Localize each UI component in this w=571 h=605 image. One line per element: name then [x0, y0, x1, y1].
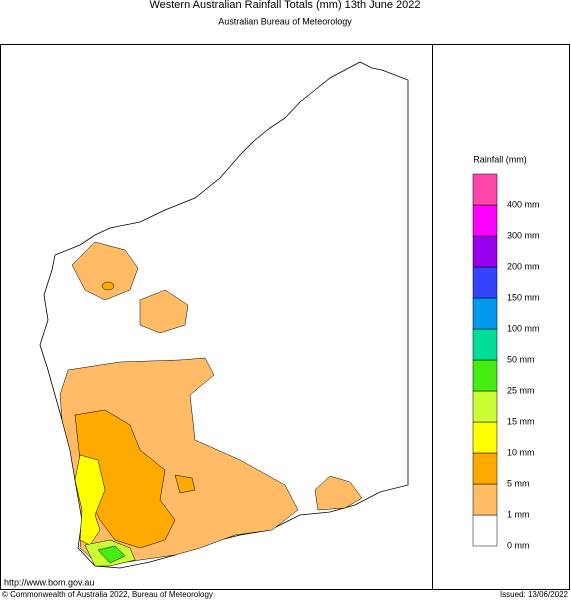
rain-area [97, 545, 126, 564]
legend-swatch [472, 297, 498, 330]
legend-swatch [472, 483, 498, 516]
map [39, 61, 409, 569]
legend-swatch [472, 204, 498, 237]
legend-label: 150 mm [507, 292, 540, 302]
subtitle: Australian Bureau of Meteorology [218, 16, 352, 26]
legend-swatch [472, 514, 498, 547]
rain-area [71, 241, 139, 301]
rain-area [314, 475, 363, 511]
legend-swatch [472, 390, 498, 423]
rain-area [174, 474, 196, 494]
legend-swatch [472, 173, 498, 206]
legend-label: 15 mm [507, 416, 535, 426]
legend-swatch [472, 359, 498, 392]
frame [0, 44, 570, 590]
url: http://www.bom.gov.au [4, 577, 94, 587]
legend-label: 300 mm [507, 230, 540, 240]
legend-swatch [472, 266, 498, 299]
legend-label: 0 mm [507, 540, 530, 550]
legend-label: 25 mm [507, 385, 535, 395]
legend-label: 50 mm [507, 354, 535, 364]
legend-swatch [472, 235, 498, 268]
legend-swatch [472, 328, 498, 361]
title: Western Australian Rainfall Totals (mm) … [149, 0, 420, 11]
legend: 0 mm 1 mm 5 mm 10 mm 15 mm 25 mm 50 mm 100 mm 15… [472, 173, 540, 550]
legend-label: 5 mm [507, 478, 530, 488]
rain-area [74, 454, 106, 546]
legend-label: 400 mm [507, 199, 540, 209]
legend-title: Rainfall (mm) [473, 154, 527, 164]
rain-area [101, 281, 115, 291]
copyright: © Commonwealth of Australia 2022, Bureau… [2, 590, 213, 599]
rain-area [139, 289, 189, 334]
legend-swatch [472, 452, 498, 485]
legend-swatch [472, 421, 498, 454]
legend-label: 200 mm [507, 261, 540, 271]
issued: Issued: 13/06/2022 [500, 590, 569, 599]
legend-label: 10 mm [507, 447, 535, 457]
legend-label: 100 mm [507, 323, 540, 333]
legend-label: 1 mm [507, 509, 530, 519]
